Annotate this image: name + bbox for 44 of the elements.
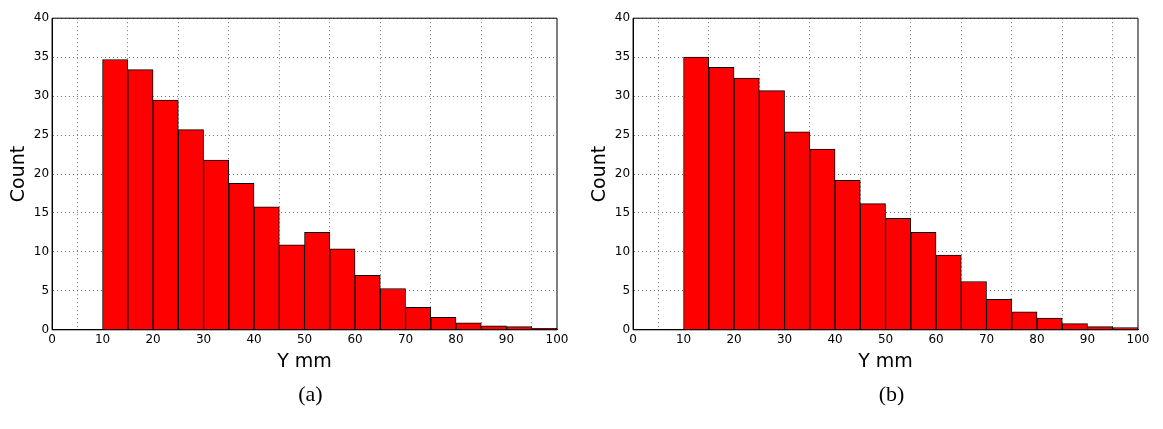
y-tick-label: 40 [33,10,50,25]
text: (b) [877,381,906,407]
y-tick-label: 40 [614,10,631,25]
y-tick-label: 15 [614,205,631,220]
x-tick-label: 70 [978,332,995,347]
x-tick-label: 70 [397,332,414,347]
y-tick-label: 15 [33,205,50,220]
y-tick-label: 35 [614,49,631,64]
y-tick-label: 30 [614,88,631,103]
y-tick-label: 30 [33,88,50,103]
y-tick-label: 10 [33,244,50,259]
y-tick-label: 0 [41,321,50,336]
x-tick-label: 20 [145,332,161,347]
x-tick-label: 10 [94,332,111,347]
y-tick-label: 35 [33,49,50,64]
y-tick-label: 20 [614,166,631,181]
y-tick-label: 10 [614,244,631,259]
y-tick-label: 0 [622,321,631,336]
y-axis-title: Count [6,145,29,203]
x-tick-label: 90 [1079,332,1096,347]
x-tick-label: 100 [545,332,569,347]
text: (a) [297,381,324,407]
x-tick-label: 50 [296,332,313,347]
y-tick-label: 20 [33,166,50,181]
x-tick-label: 30 [776,332,793,347]
x-tick-label: 60 [347,332,363,347]
x-tick-label: 50 [877,332,894,347]
x-tick-label: 40 [827,332,843,347]
y-tick-label: 25 [614,127,631,142]
x-tick-label: 10 [675,332,692,347]
x-axis-title: Y mm [857,348,913,371]
x-tick-label: 20 [726,332,742,347]
y-tick-label: 25 [33,127,50,142]
x-tick-label: 100 [1126,332,1150,347]
y-axis-title: Count [587,145,610,203]
x-tick-label: 40 [246,332,262,347]
x-axis-title: Y mm [276,348,332,371]
y-tick-label: 5 [622,282,631,297]
x-tick-label: 60 [928,332,944,347]
y-tick-label: 5 [41,282,50,297]
x-tick-label: 80 [1029,332,1045,347]
x-tick-label: 90 [498,332,515,347]
x-tick-label: 80 [448,332,464,347]
x-tick-label: 30 [195,332,212,347]
